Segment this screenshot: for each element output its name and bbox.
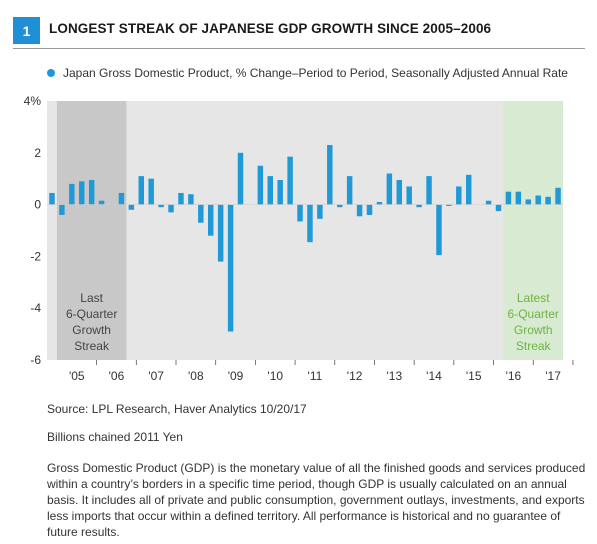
plot-area — [47, 101, 563, 360]
bar-12 — [168, 204, 174, 213]
bar-45 — [495, 204, 502, 212]
bar-35 — [396, 179, 402, 205]
x-tick-label: '06 — [109, 369, 125, 383]
plot-background-layer — [47, 101, 563, 360]
bar-9 — [138, 176, 144, 205]
bar-37 — [416, 204, 422, 208]
bar-51 — [555, 187, 561, 205]
last-streak-label: Last — [80, 291, 103, 305]
y-tick-label: 4% — [24, 94, 42, 108]
x-tick-label: '13 — [386, 369, 402, 383]
bar-7 — [118, 192, 125, 205]
source-note: Source: LPL Research, Haver Analytics 10… — [47, 402, 307, 416]
x-tick-label: '12 — [347, 369, 363, 383]
highlight-regions-layer — [56, 101, 563, 360]
y-tick-label: -4 — [30, 301, 41, 315]
x-tick-label: '16 — [506, 369, 522, 383]
gdp-description: Gross Domestic Product (GDP) is the mone… — [47, 461, 586, 539]
bar-22 — [267, 176, 273, 205]
y-tick-label: -2 — [30, 249, 41, 263]
bar-8 — [128, 204, 135, 210]
chart-legend: Japan Gross Domestic Product, % Change–P… — [47, 66, 568, 80]
bar-28 — [327, 145, 333, 205]
bar-3 — [79, 181, 85, 205]
bar-49 — [535, 195, 541, 205]
bar-15 — [198, 204, 204, 223]
y-tick-label: 2 — [34, 146, 41, 160]
bar-48 — [525, 199, 531, 205]
x-tick-label: '14 — [426, 369, 442, 383]
bar-32 — [366, 204, 373, 215]
axis-layer: 4% 2 0 -2 -4 -6 '05 '06 '07 '08 '09 '10 '11 '12 '13 '14… — [24, 94, 574, 383]
x-tick-label: '05 — [69, 369, 85, 383]
bar-1 — [59, 204, 65, 215]
x-tick-label: '17 — [545, 369, 561, 383]
bar-36 — [406, 186, 412, 205]
bar-40 — [446, 204, 452, 206]
bar-25 — [297, 204, 303, 222]
bar-50 — [545, 196, 551, 205]
bar-47 — [515, 191, 522, 205]
bar-16 — [208, 204, 214, 236]
bar-24 — [287, 156, 293, 205]
bars-layer — [49, 145, 561, 332]
x-tick-label: '15 — [466, 369, 482, 383]
bar-23 — [277, 179, 283, 205]
last-streak-label: 6-Quarter — [66, 307, 117, 321]
bar-38 — [426, 176, 432, 205]
bar-46 — [505, 191, 512, 205]
last-streak-region — [56, 101, 127, 360]
bar-5 — [98, 200, 105, 205]
y-tick-label: 0 — [34, 198, 41, 212]
x-tick-label: '07 — [148, 369, 164, 383]
latest-streak-label: 6-Quarter — [508, 307, 559, 321]
bar-39 — [436, 204, 442, 256]
last-streak-label: Streak — [74, 339, 110, 353]
bar-4 — [88, 179, 95, 205]
bar-30 — [346, 176, 353, 205]
bar-42 — [466, 174, 472, 205]
bar-33 — [376, 202, 383, 205]
last-streak-label: Growth — [72, 323, 111, 337]
y-tick-label: -6 — [30, 353, 41, 367]
latest-streak-label: Streak — [516, 339, 552, 353]
units-note: Billions chained 2011 Yen — [47, 430, 183, 444]
bar-29 — [337, 204, 343, 208]
bar-21 — [257, 165, 264, 205]
x-tick-label: '11 — [308, 369, 323, 383]
legend-label: Japan Gross Domestic Product, % Change–P… — [63, 66, 568, 80]
x-tick-label: '10 — [267, 369, 283, 383]
chart-title: LONGEST STREAK OF JAPANESE GDP GROWTH SI… — [49, 21, 492, 36]
latest-streak-region — [503, 101, 563, 360]
bar-34 — [386, 173, 393, 205]
bar-18 — [227, 204, 234, 332]
latest-streak-label: Growth — [514, 323, 553, 337]
annotation-layer: Last 6-Quarter Growth Streak Latest 6-Quarter… — [66, 291, 559, 353]
figure-number-badge: 1 — [13, 17, 40, 44]
bar-26 — [307, 204, 313, 243]
gdp-bar-chart: 4% 2 0 -2 -4 -6 '05 '06 '07 '08 '09 '10 '11 '12 '13 '14… — [24, 94, 574, 383]
bar-10 — [148, 178, 154, 205]
x-tick-label: '08 — [188, 369, 204, 383]
bar-14 — [188, 194, 194, 205]
bar-19 — [237, 152, 244, 205]
bar-41 — [456, 186, 462, 205]
bar-11 — [158, 204, 164, 208]
title-divider — [13, 48, 585, 49]
bar-31 — [356, 204, 363, 217]
latest-streak-label: Latest — [517, 291, 550, 305]
bar-0 — [49, 192, 55, 205]
bar-2 — [69, 183, 75, 205]
bar-13 — [178, 192, 184, 205]
bar-44 — [485, 200, 492, 205]
legend-marker-icon — [47, 69, 55, 77]
bar-17 — [217, 204, 224, 262]
bar-27 — [317, 204, 323, 219]
x-tick-label: '09 — [228, 369, 244, 383]
